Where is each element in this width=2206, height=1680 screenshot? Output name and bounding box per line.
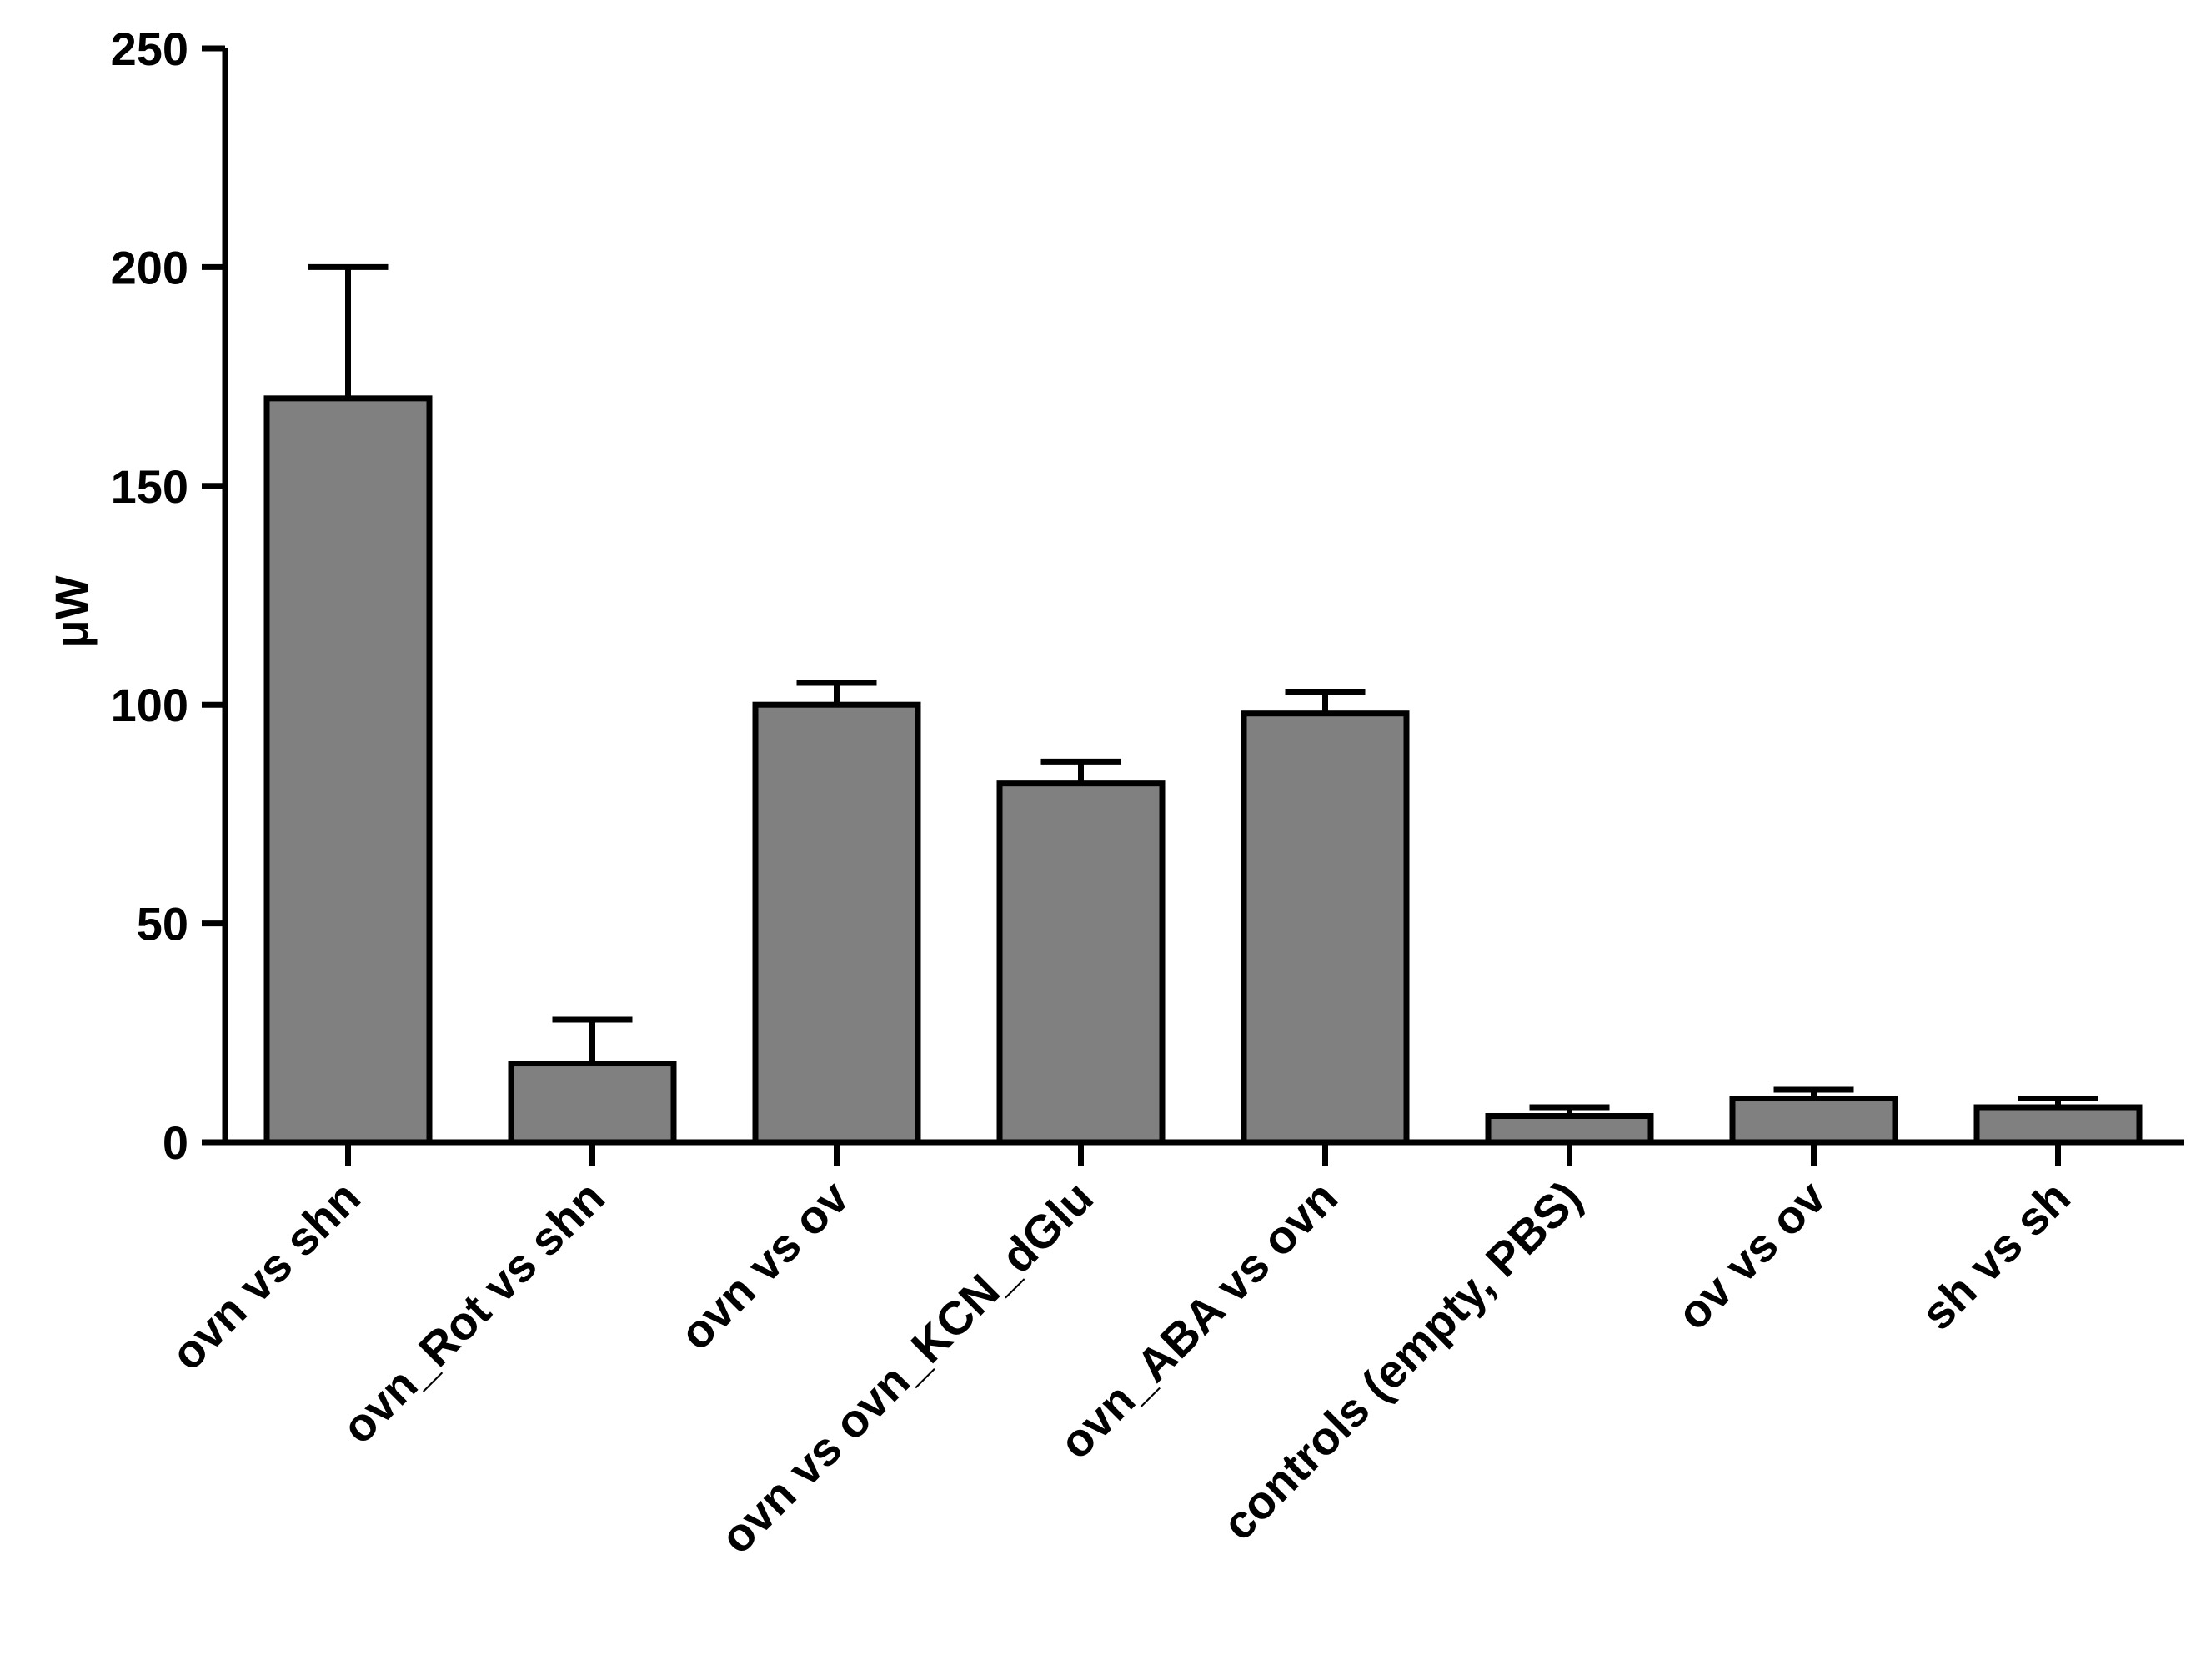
y-ticks: 0 50 100 150 200 250 <box>111 23 225 1169</box>
x-tick-label: ovn_Rot vs shn <box>332 1171 614 1453</box>
bar <box>996 780 1166 1146</box>
y-tick-label: 50 <box>137 898 188 950</box>
y-axis-title: μW <box>45 575 98 648</box>
axes-layer <box>222 48 2184 1146</box>
x-tick-label: ovn vs ov <box>669 1171 859 1360</box>
x-tick-label: sh vs sh <box>1911 1171 2080 1340</box>
y-tick-label: 250 <box>111 23 188 75</box>
bar <box>752 701 921 1146</box>
x-tick-label: ov vs ov <box>1667 1171 1836 1340</box>
bar <box>1973 1104 2143 1146</box>
bars-layer <box>263 395 2143 1146</box>
error-bars-layer <box>308 263 2098 1116</box>
bar <box>263 395 433 1146</box>
bar <box>508 1061 677 1146</box>
bar <box>1729 1096 1898 1146</box>
x-tick-label: ovn vs shn <box>161 1171 370 1380</box>
y-tick-label: 100 <box>111 679 188 731</box>
y-tick-label: 150 <box>111 460 188 513</box>
bar <box>1485 1113 1654 1146</box>
bar <box>1241 710 1410 1146</box>
y-tick-label: 200 <box>111 241 188 293</box>
y-tick-label: 0 <box>163 1116 188 1169</box>
